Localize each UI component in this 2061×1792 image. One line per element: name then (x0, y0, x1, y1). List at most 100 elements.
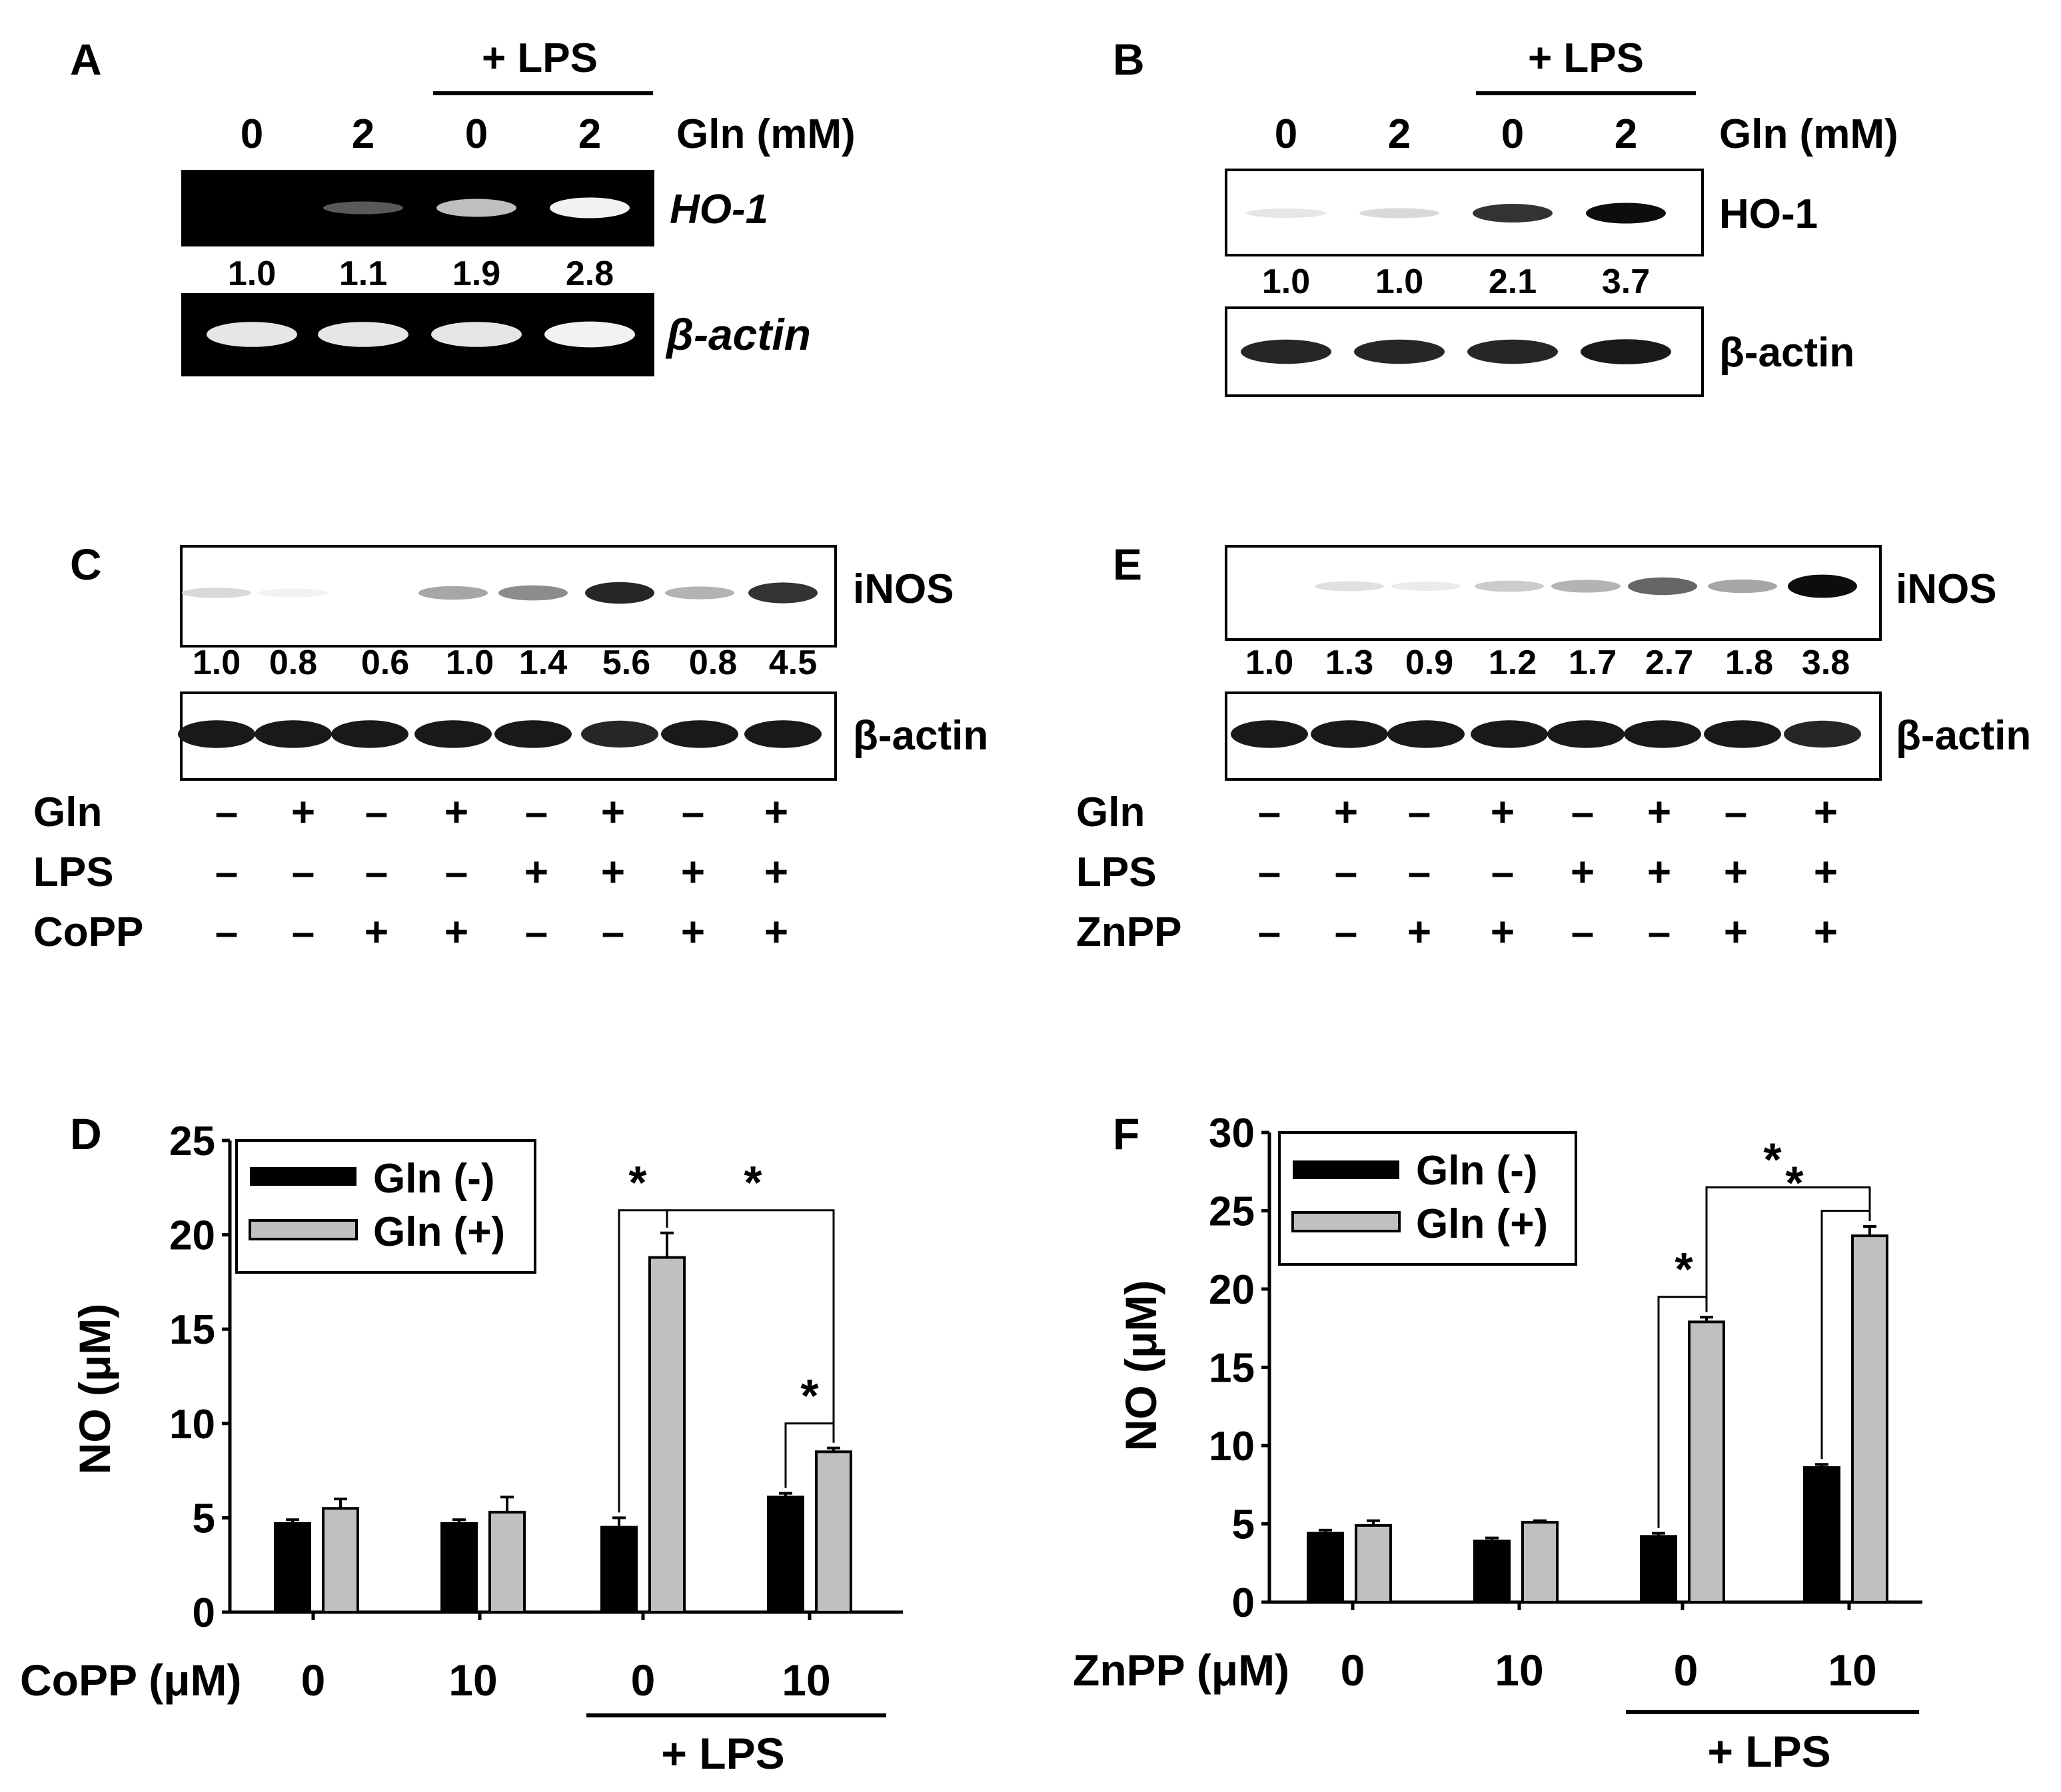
condition-sign: + (291, 789, 315, 835)
control-band (544, 321, 635, 348)
condition-sign: + (681, 909, 705, 955)
condition-sign: + (764, 909, 788, 955)
panel-d-legend-gln-plus: Gln (+) (373, 1209, 505, 1255)
panel-d-letter: D (70, 1109, 102, 1158)
y-tick-label: 25 (1209, 1189, 1255, 1235)
condition-sign: + (764, 849, 788, 895)
bar (767, 1496, 804, 1614)
panel-d-legend-swatch-gln-plus (249, 1219, 358, 1240)
y-tick-label: 0 (1232, 1580, 1255, 1626)
y-tick-label: 10 (169, 1402, 215, 1448)
control-band (661, 720, 738, 748)
significance-star: * (1763, 1133, 1782, 1185)
panel-a-target-label: HO-1 (670, 187, 768, 232)
condition-sign: – (525, 789, 548, 835)
condition-sign: + (1334, 789, 1358, 835)
control-band (494, 720, 572, 748)
category-label: 10 (782, 1655, 830, 1705)
panel-b-control-label: β-actin (1719, 330, 1854, 376)
bar (1803, 1466, 1840, 1603)
control-band (207, 322, 297, 347)
significance-star: * (800, 1370, 819, 1422)
condition-sign: + (1724, 909, 1748, 955)
condition-sign: – (525, 909, 548, 955)
quant-value: 1.1 (339, 254, 387, 293)
target-band (418, 586, 488, 600)
y-tick-label: 10 (1209, 1424, 1255, 1470)
condition-label: LPS (1076, 849, 1157, 895)
condition-sign: – (215, 909, 238, 955)
control-band (1581, 339, 1671, 364)
condition-sign: + (764, 789, 788, 835)
target-band (550, 197, 630, 219)
panel-d-legend-gln-minus: Gln (-) (373, 1156, 495, 1202)
condition-sign: – (292, 909, 315, 955)
bar (1640, 1535, 1677, 1604)
lane-label: 0 (1501, 111, 1524, 157)
panel-d-legend-swatch-gln-minus (250, 1167, 356, 1186)
condition-sign: – (1491, 849, 1514, 895)
panel-e: E iNOS 1.0 1.3 0.9 1.2 1.7 2.7 1.8 3.8 β-actin … (1076, 540, 2031, 955)
target-band (1359, 208, 1439, 219)
bar (440, 1522, 478, 1613)
significance-star: * (1675, 1243, 1693, 1295)
panel-f-legend-box (1278, 1131, 1577, 1266)
bar (1355, 1524, 1392, 1604)
panel-f-letter: F (1113, 1109, 1139, 1158)
panel-f-legend-gln-minus: Gln (-) (1416, 1148, 1538, 1194)
condition-sign: – (365, 849, 388, 895)
lane-label: 2 (1388, 111, 1411, 157)
lane-label: 2 (352, 111, 374, 157)
significance-bracket (1820, 1210, 1871, 1460)
panel-e-letter: E (1113, 540, 1142, 589)
quant-value: 1.3 (1325, 644, 1373, 682)
y-tick-label: 15 (1209, 1346, 1255, 1392)
target-band (1551, 580, 1621, 593)
y-tick-label: 0 (193, 1590, 215, 1636)
category-label: 0 (301, 1655, 326, 1705)
panel-c: C iNOS 1.0 0.8 0.6 1.0 1.4 5.6 0.8 4.5 β-actin … (33, 540, 988, 955)
condition-sign: + (444, 909, 468, 955)
control-band (1624, 720, 1701, 748)
condition-sign: – (602, 909, 624, 955)
control-band (581, 720, 658, 748)
target-band (585, 582, 654, 604)
condition-sign: – (365, 789, 388, 835)
panel-a-axis-label: Gln (mM) (676, 111, 856, 157)
target-band (748, 582, 818, 604)
panel-f-legend-gln-plus: Gln (+) (1416, 1201, 1548, 1247)
condition-sign: – (1648, 909, 1671, 955)
quant-value: 1.8 (1725, 644, 1773, 682)
control-band (414, 720, 492, 748)
condition-sign: – (215, 849, 238, 895)
quant-value: 1.4 (519, 644, 567, 682)
significance-star: * (744, 1156, 762, 1208)
target-band (259, 588, 328, 598)
condition-label: LPS (33, 849, 114, 895)
condition-label: Gln (1076, 789, 1145, 835)
category-label: 10 (1828, 1645, 1876, 1695)
target-band (182, 588, 251, 598)
condition-sign: – (1258, 789, 1281, 835)
bar (815, 1450, 852, 1614)
target-band (1473, 204, 1553, 223)
quant-value: 2.8 (566, 254, 614, 293)
condition-sign: + (364, 909, 388, 955)
significance-star: * (628, 1156, 647, 1208)
condition-sign: – (292, 849, 315, 895)
target-band (498, 585, 568, 601)
quant-value: 1.0 (1245, 644, 1293, 682)
panel-b-header: + LPS (1528, 35, 1644, 81)
control-band (318, 322, 408, 347)
panel-a-control-label: β-actin (665, 310, 811, 359)
panel-b-target-label: HO-1 (1719, 191, 1818, 237)
target-band (1708, 579, 1777, 594)
panel-e-inos-blot (1225, 545, 1882, 641)
control-band (1387, 720, 1465, 748)
significance-bracket (666, 1209, 835, 1443)
panel-d-xlabel: CoPP (μM) (20, 1655, 241, 1705)
condition-sign: + (1647, 789, 1671, 835)
condition-label: Gln (33, 789, 102, 835)
